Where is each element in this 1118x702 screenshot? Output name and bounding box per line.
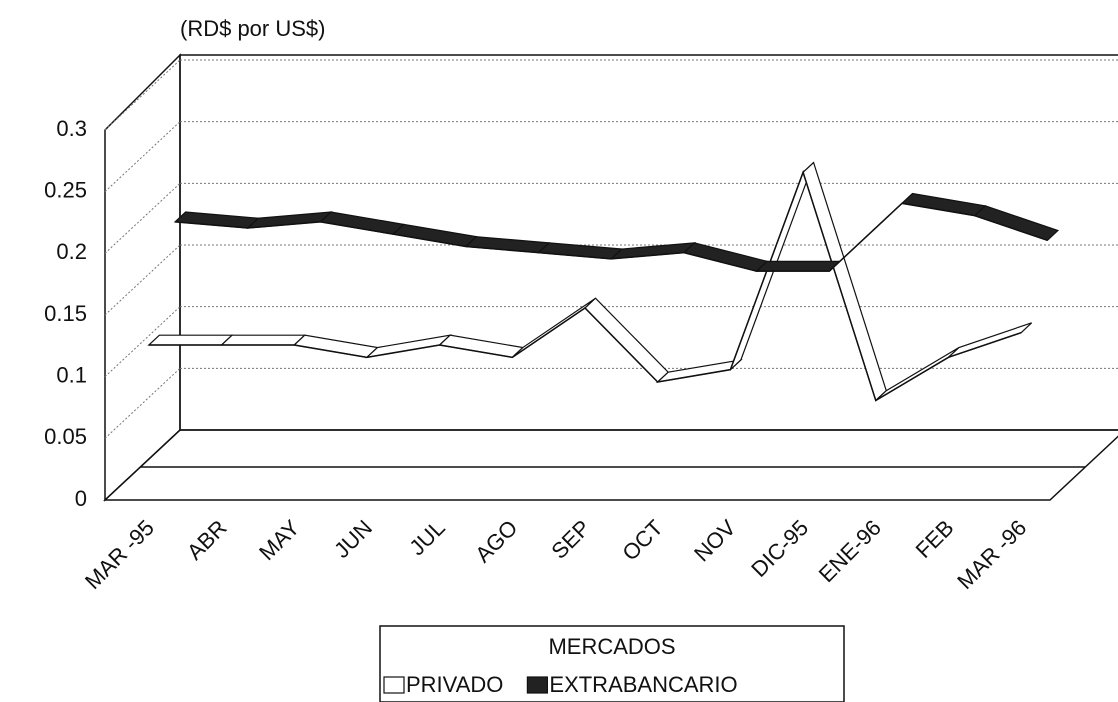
ribbon-face — [292, 334, 379, 358]
x-tick-label: AGO — [470, 515, 522, 567]
x-tick-label: FEB — [911, 515, 959, 563]
ribbon-face — [220, 334, 307, 346]
grid-line — [104, 306, 181, 378]
x-tick-label: ENE-96 — [814, 515, 886, 587]
ribbon-face — [365, 334, 452, 359]
y-tick-label: 0.2 — [56, 239, 87, 264]
ribbon-face — [655, 358, 743, 383]
grid-line — [104, 367, 181, 439]
legend-swatch — [383, 676, 405, 694]
ribbon-face — [900, 192, 987, 217]
y-tick-label: 0 — [75, 486, 87, 511]
legend: MERCADOS PRIVADO EXTRABANCARIO — [379, 625, 845, 702]
y-tick-label: 0.1 — [56, 362, 87, 387]
y-tick-label: 0.05 — [44, 424, 87, 449]
y-tick-label: 0.15 — [44, 301, 87, 326]
y-tick-label: 0.3 — [56, 116, 87, 141]
y-tick-label: 0.25 — [44, 177, 87, 202]
ribbon-face — [802, 161, 887, 402]
x-tick-label: MAY — [254, 515, 304, 565]
grid-line — [104, 244, 181, 316]
ribbon-face — [391, 223, 478, 248]
legend-label: EXTRABANCARIO — [549, 672, 737, 697]
ribbon-face — [682, 242, 769, 272]
ribbon-face — [948, 322, 1033, 358]
x-tick-label: DIC-95 — [746, 515, 813, 582]
x-tick-label: MAR -96 — [952, 515, 1031, 594]
series-line — [175, 202, 1048, 272]
x-tick-label: OCT — [617, 515, 668, 566]
x-tick-label: NOV — [689, 515, 741, 567]
legend-title: MERCADOS — [548, 634, 675, 659]
ribbon-face — [584, 297, 670, 383]
legend-box — [379, 625, 845, 702]
floor — [103, 429, 1118, 501]
ribbon-face — [319, 211, 405, 235]
x-tick-label: JUL — [404, 515, 449, 560]
ribbon-face — [438, 334, 525, 358]
side-wall — [104, 53, 181, 502]
y-axis-label: (RD$ por US$) — [180, 16, 325, 41]
ribbon-face — [147, 334, 234, 346]
x-tick-label: JUN — [329, 515, 377, 563]
ribbon-face — [246, 211, 333, 229]
grid-line — [104, 182, 181, 254]
ribbon-face — [973, 205, 1060, 242]
x-tick-label: MAR -95 — [80, 515, 159, 594]
grid-line — [104, 59, 181, 131]
series-line — [148, 170, 1022, 402]
legend-swatch — [526, 676, 548, 694]
ribbon-face — [755, 260, 842, 272]
legend-label: PRIVADO — [406, 672, 503, 697]
x-tick-label: ABR — [182, 515, 232, 565]
grid-line — [104, 121, 181, 193]
x-tick-label: SEP — [546, 515, 595, 564]
